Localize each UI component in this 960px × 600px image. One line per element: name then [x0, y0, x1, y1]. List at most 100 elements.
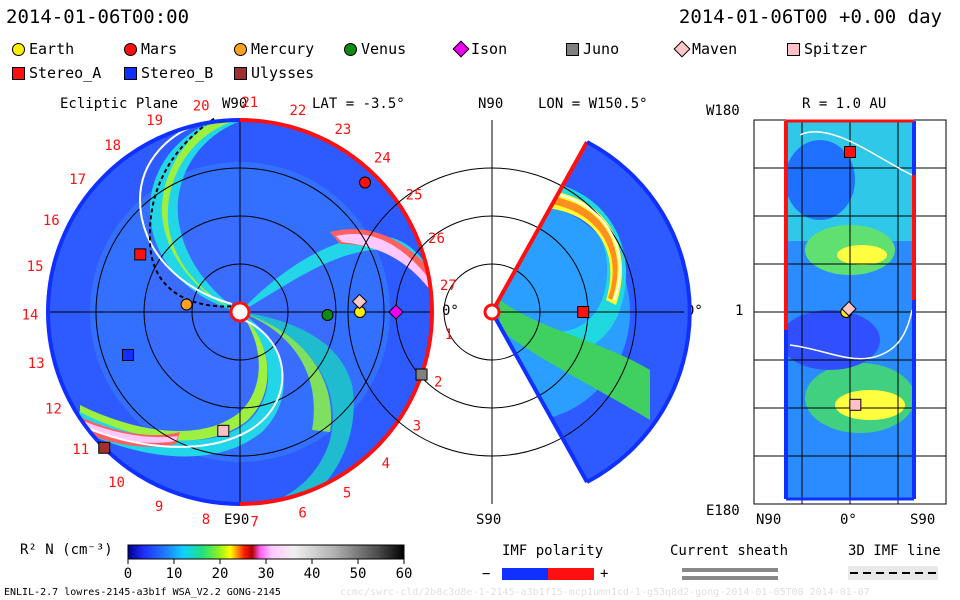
meridional-top-label: N90 — [478, 96, 504, 112]
timestamp-right: 2014-01-06T00 +0.00 day — [678, 6, 942, 28]
carrington-label: 20 — [193, 99, 210, 115]
ison-marker — [388, 304, 404, 320]
carrington-label: 2 — [434, 375, 442, 391]
maven-marker — [841, 301, 857, 317]
ecliptic-top-label: W90 — [222, 96, 248, 112]
carrington-label: 14 — [22, 307, 39, 323]
colorbar-tick-label: 40 — [304, 566, 321, 582]
radial-title: R = 1.0 AU — [802, 96, 887, 112]
carrington-label: 1 — [445, 327, 453, 343]
juno-marker-icon — [566, 42, 579, 56]
imf-line-key — [848, 566, 938, 580]
legend-item-ulysses: Ulysses — [234, 64, 314, 82]
mars-marker-icon — [124, 42, 137, 56]
footer-model-info: ENLIL-2.7 lowres-2145-a3b1f WSA_V2.2 GON… — [4, 587, 281, 598]
legend-item-earth: Earth — [12, 40, 74, 58]
imf-line-label: 3D IMF line — [848, 543, 941, 559]
meridional-lon: LON = W150.5° — [538, 96, 648, 112]
stereo-a-marker — [577, 306, 590, 318]
imf-polarity-key — [502, 568, 594, 580]
radial-bottom-s: S90 — [910, 512, 936, 528]
radial-bottom-mid: 0° — [840, 512, 857, 528]
colorbar-tick-label: 30 — [258, 566, 275, 582]
timestamp-left: 2014-01-06T00:00 — [6, 6, 190, 28]
legend-item-stereo-b: Stereo_B — [124, 64, 213, 82]
legend-item-ison: Ison — [452, 40, 507, 58]
carrington-label: 19 — [146, 113, 163, 129]
carrington-label: 15 — [27, 259, 44, 275]
radial-bottom-left: E180 — [706, 503, 740, 519]
meridional-objects — [577, 306, 590, 318]
carrington-label: 25 — [406, 188, 423, 204]
imf-polarity-label: IMF polarity — [502, 543, 604, 559]
carrington-label: 27 — [440, 278, 457, 294]
stereo-b-marker — [121, 349, 134, 362]
earth-marker-icon — [12, 42, 25, 56]
legend-item-maven: Maven — [673, 40, 737, 58]
colorbar — [127, 544, 405, 560]
carrington-label: 23 — [334, 122, 351, 138]
imf-polarity-minus: − — [482, 566, 491, 582]
carrington-label: 11 — [72, 442, 89, 458]
carrington-label: 4 — [382, 456, 390, 472]
stereo-a-marker — [134, 248, 147, 261]
mercury-marker-icon — [234, 42, 247, 56]
colorbar-label: R² N (cm⁻³) — [20, 542, 113, 558]
colorbar-tick-label: 0 — [124, 566, 132, 582]
legend-item-juno: Juno — [566, 40, 619, 58]
ecliptic-title: Ecliptic Plane — [60, 96, 179, 112]
carrington-label: 6 — [298, 505, 306, 521]
colorbar-tick-label: 50 — [350, 566, 367, 582]
radial-bottom-n: N90 — [756, 512, 782, 528]
colorbar-tick-label: 20 — [212, 566, 229, 582]
mars-marker — [359, 176, 372, 189]
meridional-bottom-label: S90 — [476, 512, 502, 528]
legend-item-stereo-a: Stereo_A — [12, 64, 101, 82]
radial-top-left: W180 — [706, 103, 740, 119]
spitzer-marker — [217, 424, 230, 437]
radial-map-panel — [753, 119, 947, 505]
carrington-label: 5 — [343, 486, 351, 502]
carrington-label: 22 — [289, 103, 306, 119]
current-sheath-label: Current sheath — [670, 543, 789, 559]
stereo-a-marker — [844, 146, 856, 158]
carrington-label: 10 — [108, 475, 125, 491]
venus-marker — [321, 309, 334, 322]
legend-item-spitzer: Spitzer — [787, 40, 867, 58]
ecliptic-objects — [98, 176, 428, 454]
ulysses-marker-icon — [234, 66, 247, 80]
ecliptic-density-pattern — [66, 120, 432, 504]
footer-run-id: ccmc/swrc-cld/2b8c3d8e-1-2145-a3b1f15-mc… — [340, 587, 870, 598]
ecliptic-plane-panel — [46, 117, 434, 506]
carrington-label: 18 — [104, 138, 121, 154]
sun-icon — [229, 301, 251, 323]
legend-item-venus: Venus — [344, 40, 406, 58]
venus-marker-icon — [344, 42, 357, 56]
carrington-label: 9 — [155, 499, 163, 515]
carrington-label: 13 — [28, 356, 45, 372]
carrington-label: 26 — [428, 231, 445, 247]
mercury-marker — [180, 298, 193, 311]
legend-item-mars: Mars — [124, 40, 177, 58]
ecliptic-right-label: 0° — [442, 303, 459, 319]
carrington-label: 17 — [69, 172, 86, 188]
colorbar-tick-label: 10 — [166, 566, 183, 582]
colorbar-ticks: 0 10 20 30 40 50 60 — [124, 559, 413, 582]
spitzer-marker-icon — [787, 42, 800, 56]
juno-marker — [415, 368, 428, 381]
meridional-panel — [347, 120, 692, 504]
stereo-b-marker-icon — [124, 66, 137, 80]
carrington-label: 12 — [45, 401, 62, 417]
spitzer-marker — [849, 398, 862, 411]
carrington-label: 21 — [241, 95, 258, 111]
carrington-label: 7 — [250, 514, 258, 530]
carrington-label: 16 — [43, 213, 60, 229]
imf-polarity-plus: + — [600, 566, 609, 582]
ecliptic-lat: LAT = -3.5° — [312, 96, 405, 112]
stereo-a-marker-icon — [12, 66, 25, 80]
colorbar-tick-label: 60 — [396, 566, 413, 582]
radial-objects — [840, 146, 862, 411]
ecliptic-bottom-label: E90 — [224, 512, 250, 528]
